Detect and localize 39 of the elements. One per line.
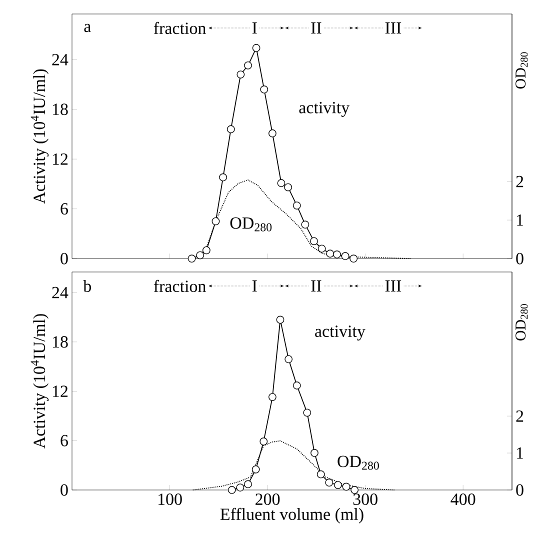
y2-tick-label: 0 [516,252,524,264]
annotation: b [83,280,92,292]
y-axis-title: Activity (10$^{4}$IU/ml) [30,69,49,204]
annotation: II [311,22,322,34]
y-tick-label: 12 [52,153,68,165]
y-tick-label: 6 [60,434,68,446]
annotation: OD$_{280}$ [230,217,272,232]
x-tick-label: 300 [353,494,378,505]
x-tick-label: 100 [158,494,182,505]
annotation: fraction [154,22,206,34]
x-tick-label: 400 [450,494,476,505]
y2-tick-label: 1 [517,214,524,226]
y2-tick-label: 0 [516,484,524,496]
x-tick-label: 200 [256,494,280,505]
y-tick-label: 24 [52,54,68,66]
y-tick-label: 18 [52,104,68,116]
annotation: fraction [154,280,206,292]
y-tick-label: 0 [60,484,68,496]
annotation: activity [315,326,366,340]
annotation: II [311,280,322,292]
annotation: OD$_{280}$ [338,456,379,470]
y-tick-label: 24 [52,286,68,298]
y-tick-label: 18 [52,336,68,348]
y-tick-label: 6 [60,203,68,215]
annotation: III [385,280,402,292]
annotation: III [385,22,402,34]
y-axis-title: Activity (10$^{4}$IU/ml) [30,314,49,448]
annotation: I [252,280,257,292]
annotation: a [84,24,91,32]
y-tick-label: 12 [52,386,68,397]
y2-tick-label: 2 [516,410,524,422]
y2-axis-title: OD$_{280}$ [516,304,528,340]
x-axis-title: Effluent volume (ml) [220,508,364,524]
y2-tick-label: 1 [517,447,524,459]
y2-tick-label: 2 [516,176,524,188]
annotation: I [252,22,257,34]
y-tick-label: 0 [60,252,68,264]
y2-axis-title: OD$_{280}$ [516,52,528,89]
annotation: activity [299,102,350,117]
